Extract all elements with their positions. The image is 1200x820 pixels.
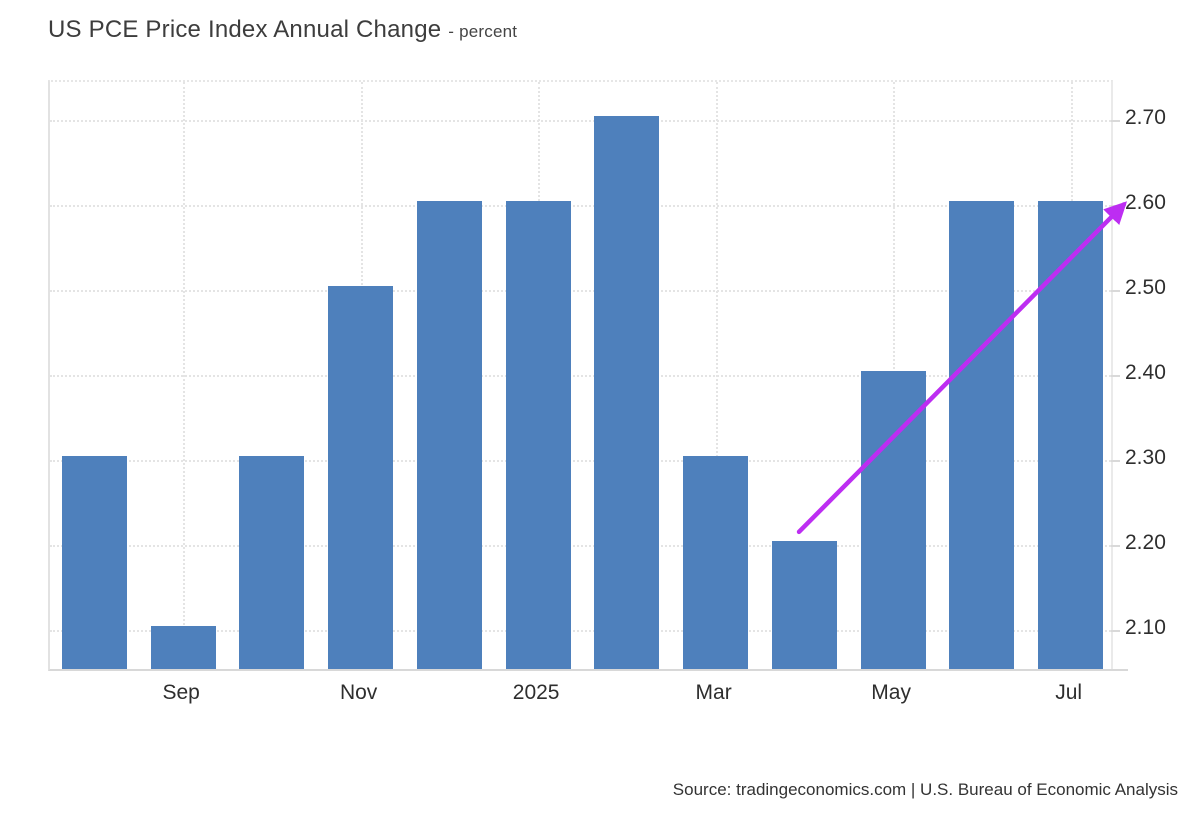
x-axis-label: May xyxy=(871,681,911,704)
source-note: Source: tradingeconomics.com | U.S. Bure… xyxy=(672,780,1178,799)
y-axis-label: 2.30 xyxy=(1125,446,1166,470)
x-axis-label: Nov xyxy=(339,681,378,704)
y-tick-mark xyxy=(1111,545,1120,548)
x-axis-label: Jul xyxy=(1055,681,1083,704)
grid-line-v xyxy=(183,82,186,669)
y-axis-label: 2.60 xyxy=(1125,191,1166,215)
y-tick-mark xyxy=(1111,375,1120,378)
y-tick-mark xyxy=(1111,460,1120,463)
grid-line-h xyxy=(50,375,1111,378)
grid-line-h xyxy=(50,545,1111,548)
plot-area xyxy=(48,80,1128,671)
x-axis-label: Mar xyxy=(695,681,732,704)
x-axis-label: 2025 xyxy=(512,681,560,704)
grid-line-h xyxy=(50,290,1111,293)
bar xyxy=(949,201,1015,669)
bar xyxy=(683,456,748,669)
bar xyxy=(1038,201,1103,669)
y-tick-mark xyxy=(1111,290,1120,293)
bar xyxy=(505,201,571,669)
y-axis-label: 2.40 xyxy=(1125,361,1166,385)
x-axis-label: Sep xyxy=(162,681,200,704)
grid-line-v xyxy=(715,82,718,669)
chart-title-text: US PCE Price Index Annual Change xyxy=(48,16,442,43)
y-axis-label: 2.70 xyxy=(1125,106,1166,130)
grid-line-h xyxy=(50,630,1111,633)
bar xyxy=(771,541,837,669)
bar xyxy=(61,456,127,669)
bar xyxy=(328,286,393,669)
y-axis-label: 2.20 xyxy=(1125,531,1166,555)
y-tick-mark xyxy=(1111,120,1120,123)
chart-subtitle: - percent xyxy=(448,22,518,41)
y-tick-mark xyxy=(1111,205,1120,208)
y-tick-mark xyxy=(1111,630,1120,633)
bar xyxy=(239,456,305,669)
y-axis-label: 2.50 xyxy=(1125,276,1166,300)
grid-line-h xyxy=(50,460,1111,463)
bar xyxy=(594,116,660,669)
grid-line-h xyxy=(50,120,1111,123)
grid-line-h xyxy=(50,205,1111,208)
x-axis-line-extension xyxy=(1111,669,1128,671)
bar xyxy=(150,626,216,669)
bar xyxy=(860,371,926,669)
chart-title: US PCE Price Index Annual Change - percen… xyxy=(48,16,517,44)
bar xyxy=(416,201,482,669)
y-axis-label: 2.10 xyxy=(1125,616,1166,640)
